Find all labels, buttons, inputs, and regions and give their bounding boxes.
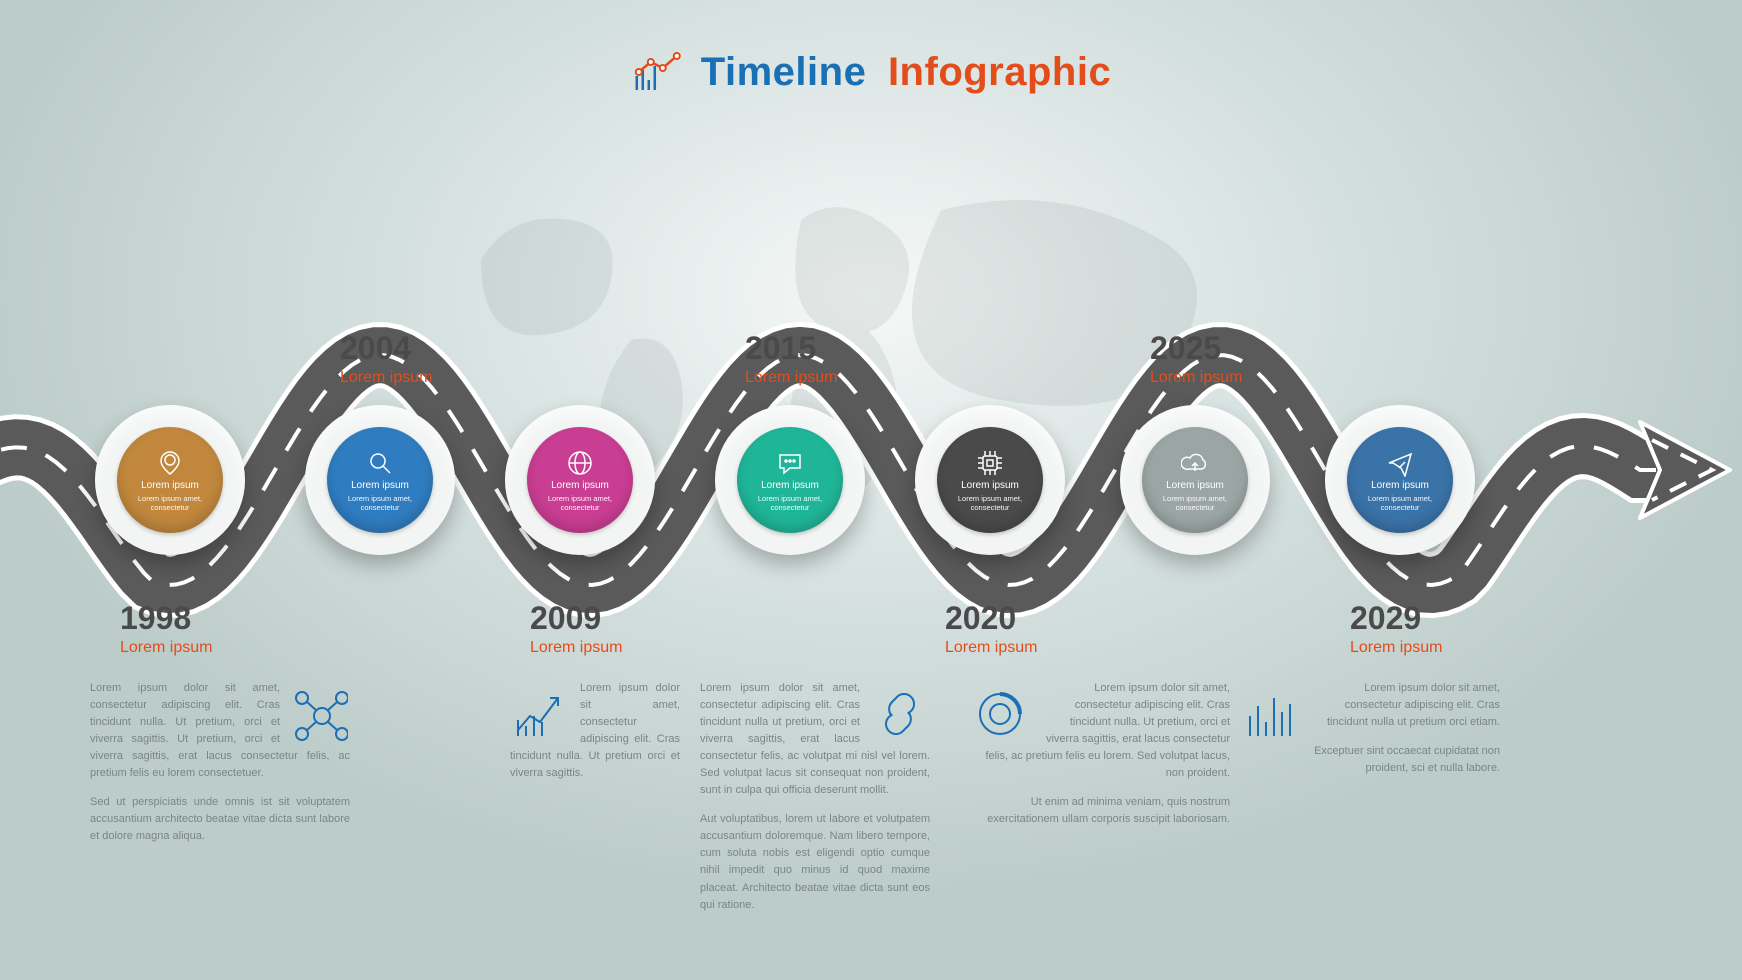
donut-icon [970,684,1030,744]
node-title: Lorem ipsum [351,480,409,491]
body-paragraph: Aut voluptatibus, lorem ut labore et vol… [700,811,930,913]
body-paragraph: Lorem ipsum dolor sit amet, consectetur … [510,680,680,782]
year-value: 2009 [530,600,622,637]
timeline-node-3: Lorem ipsum Lorem ipsum amet, consectetu… [715,405,865,555]
node-subtitle: Lorem ipsum amet, consectetur [527,494,633,512]
search-icon [366,449,394,477]
timeline-node-0: Lorem ipsum Lorem ipsum amet, consectetu… [95,405,245,555]
network-icon [290,684,350,744]
body-paragraph: Lorem ipsum dolor sit amet, consectetur … [970,680,1230,782]
timeline-node-4: Lorem ipsum Lorem ipsum amet, consectetu… [915,405,1065,555]
timeline-node-1: Lorem ipsum Lorem ipsum amet, consectetu… [305,405,455,555]
timeline-node-2: Lorem ipsum Lorem ipsum amet, consectetu… [505,405,655,555]
year-value: 2029 [1350,600,1442,637]
year-value: 2020 [945,600,1037,637]
node-title: Lorem ipsum [761,480,819,491]
chip-icon [976,449,1004,477]
timeline-node-6: Lorem ipsum Lorem ipsum amet, consectetu… [1325,405,1475,555]
node-subtitle: Lorem ipsum amet, consectetur [327,494,433,512]
year-label-2025: 2025 Lorem ipsum [1150,330,1242,387]
node-subtitle: Lorem ipsum amet, consectetur [937,494,1043,512]
year-subtitle: Lorem ipsum [120,639,212,657]
body-column-2: Lorem ipsum dolor sit amet, consectetur … [700,680,930,926]
year-subtitle: Lorem ipsum [1150,369,1242,387]
year-value: 2004 [340,330,432,367]
cloud-icon [1181,449,1209,477]
chat-icon [776,449,804,477]
plane-icon [1386,449,1414,477]
timeline-node-5: Lorem ipsum Lorem ipsum amet, consectetu… [1120,405,1270,555]
year-label-2009: 2009 Lorem ipsum [530,600,622,657]
body-paragraph: Ut enim ad minima veniam, quis nostrum e… [970,794,1230,828]
body-paragraph: Lorem ipsum dolor sit amet, consectetur … [1240,680,1500,731]
node-subtitle: Lorem ipsum amet, consectetur [737,494,843,512]
body-column-1: Lorem ipsum dolor sit amet, consectetur … [510,680,680,794]
body-column-3: Lorem ipsum dolor sit amet, consectetur … [970,680,1230,840]
year-label-1998: 1998 Lorem ipsum [120,600,212,657]
globe-icon [566,449,594,477]
body-paragraph: Lorem ipsum dolor sit amet, consectetur … [90,680,350,782]
body-paragraph: Exceptuer sint occaecat cupidatat non pr… [1240,743,1500,777]
year-value: 2025 [1150,330,1242,367]
node-title: Lorem ipsum [1166,480,1224,491]
year-subtitle: Lorem ipsum [530,639,622,657]
year-label-2020: 2020 Lorem ipsum [945,600,1037,657]
node-title: Lorem ipsum [961,480,1019,491]
node-title: Lorem ipsum [1371,480,1429,491]
year-value: 2015 [745,330,837,367]
growth-icon [510,684,570,744]
year-label-2015: 2015 Lorem ipsum [745,330,837,387]
node-subtitle: Lorem ipsum amet, consectetur [1347,494,1453,512]
year-label-2004: 2004 Lorem ipsum [340,330,432,387]
body-column-0: Lorem ipsum dolor sit amet, consectetur … [90,680,350,857]
year-subtitle: Lorem ipsum [340,369,432,387]
node-subtitle: Lorem ipsum amet, consectetur [117,494,223,512]
bars-icon [1240,684,1300,744]
year-value: 1998 [120,600,212,637]
body-paragraph: Sed ut perspiciatis unde omnis ist sit v… [90,794,350,845]
node-title: Lorem ipsum [551,480,609,491]
year-subtitle: Lorem ipsum [1350,639,1442,657]
timeline-stage: Lorem ipsum Lorem ipsum amet, consectetu… [0,0,1742,980]
body-paragraph: Lorem ipsum dolor sit amet, consectetur … [700,680,930,799]
pin-icon [156,449,184,477]
year-subtitle: Lorem ipsum [945,639,1037,657]
node-subtitle: Lorem ipsum amet, consectetur [1142,494,1248,512]
node-title: Lorem ipsum [141,480,199,491]
body-column-4: Lorem ipsum dolor sit amet, consectetur … [1240,680,1500,789]
year-label-2029: 2029 Lorem ipsum [1350,600,1442,657]
year-subtitle: Lorem ipsum [745,369,837,387]
link-icon [870,684,930,744]
